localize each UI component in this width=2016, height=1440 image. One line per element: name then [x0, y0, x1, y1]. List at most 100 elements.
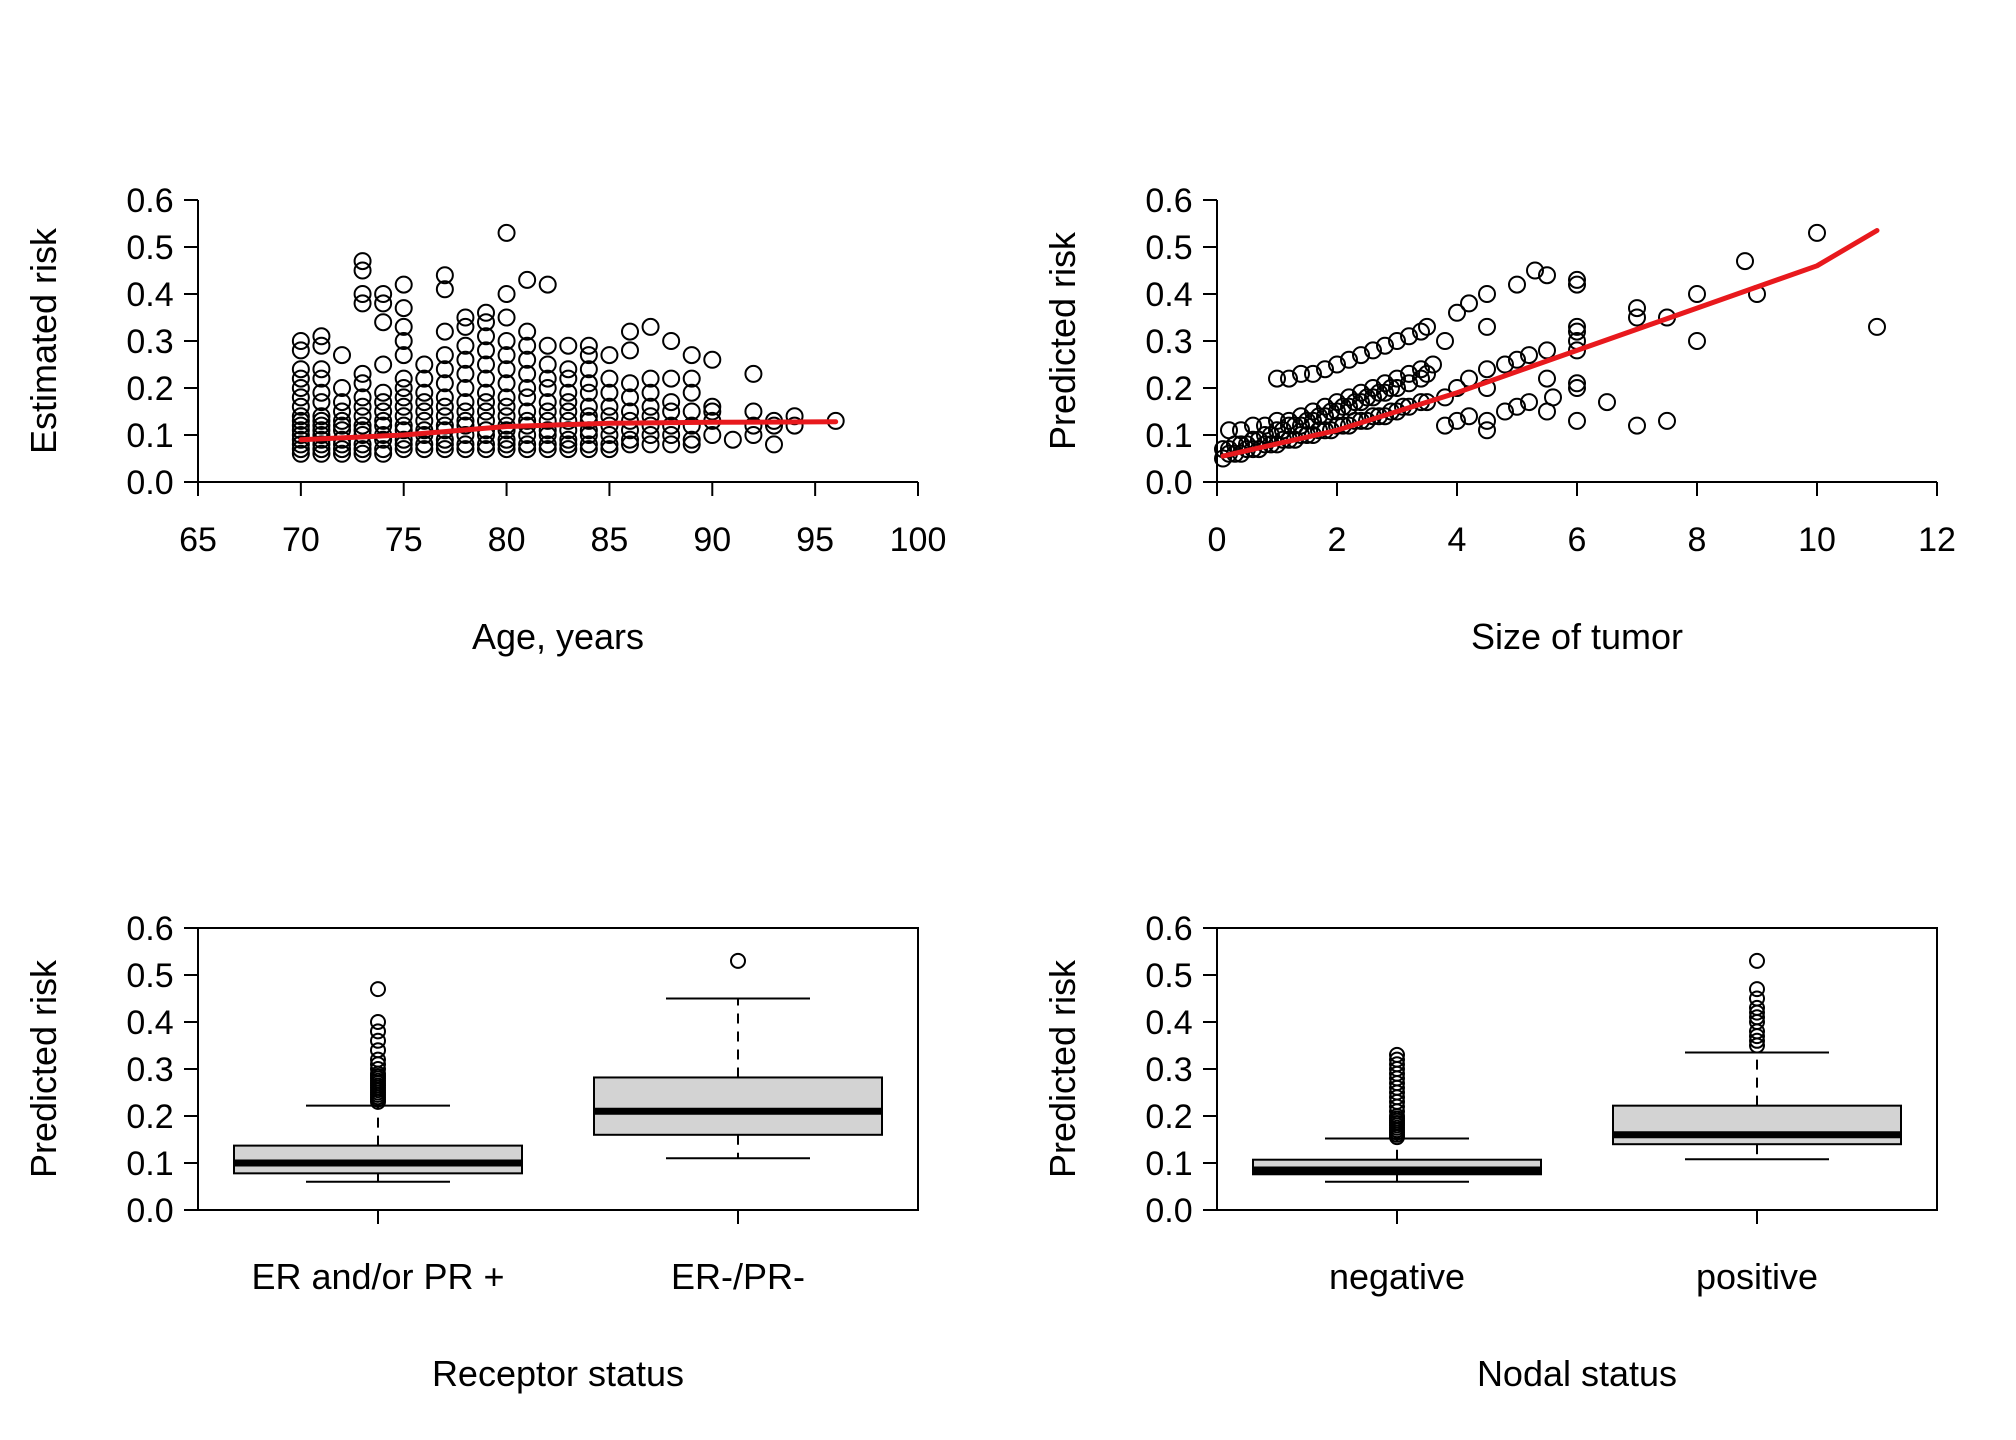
data-point	[1496, 402, 1514, 421]
outlier-point	[370, 1023, 386, 1040]
data-point	[579, 336, 598, 355]
data-point	[291, 407, 310, 426]
data-point	[456, 416, 475, 435]
y-tick-label: 0.1	[126, 1145, 173, 1183]
data-point	[1286, 416, 1304, 435]
data-point	[641, 435, 660, 454]
data-point	[374, 430, 393, 449]
data-point	[703, 426, 722, 444]
data-point	[1448, 411, 1466, 430]
y-tick-label: 0.0	[1145, 1192, 1192, 1230]
y-tick-label: 0.1	[1145, 417, 1192, 455]
data-point	[415, 411, 434, 430]
y-tick-label: 0.6	[126, 910, 173, 948]
data-point	[477, 369, 495, 388]
data-point	[1352, 346, 1370, 365]
y-tick-label: 0.6	[1145, 182, 1192, 220]
data-point	[744, 416, 763, 435]
data-point	[1244, 416, 1262, 435]
data-point	[1382, 379, 1400, 397]
data-point	[1478, 421, 1496, 440]
x-tick-label: 85	[591, 521, 629, 559]
data-point	[1658, 411, 1676, 430]
data-point	[559, 369, 578, 388]
box-1	[593, 952, 883, 1160]
data-point	[394, 407, 413, 426]
y-tick-label: 0.5	[126, 957, 173, 995]
data-point	[1496, 355, 1514, 374]
y-tick-label: 0.3	[1145, 1051, 1192, 1089]
data-point	[353, 388, 372, 407]
x-tick-label: 95	[796, 521, 834, 559]
data-point	[394, 379, 413, 397]
iqr-box	[593, 1076, 883, 1136]
data-point	[333, 346, 351, 365]
data-point	[415, 383, 434, 402]
data-point	[394, 440, 413, 459]
data-point	[662, 426, 681, 444]
data-point	[1316, 397, 1334, 416]
data-point	[1436, 332, 1454, 350]
data-point	[1256, 426, 1274, 444]
data-point	[1568, 322, 1586, 341]
data-point	[291, 435, 310, 454]
data-point	[518, 402, 537, 421]
x-axis-title: Size of tumor	[1471, 616, 1683, 657]
data-point	[456, 308, 475, 327]
data-point	[353, 416, 372, 435]
data-point	[374, 355, 393, 374]
outlier-point	[1749, 952, 1765, 969]
data-point	[312, 444, 331, 463]
data-point	[1868, 317, 1886, 336]
data-point	[1298, 411, 1316, 430]
data-point	[1400, 374, 1418, 393]
data-point	[559, 336, 578, 355]
data-point	[353, 440, 372, 459]
data-point	[456, 440, 475, 459]
data-point	[538, 393, 557, 412]
data-point	[394, 346, 413, 365]
data-point	[291, 369, 310, 388]
data-point	[1508, 350, 1526, 369]
data-point	[1376, 336, 1394, 355]
plot-frame	[197, 927, 919, 1211]
iqr-box	[1612, 1104, 1902, 1146]
data-point	[641, 317, 660, 336]
data-point	[1436, 416, 1454, 435]
data-point	[1808, 223, 1826, 242]
x-tick-label: negative	[1329, 1256, 1465, 1297]
data-point	[538, 355, 557, 374]
data-point	[477, 341, 495, 360]
data-point	[682, 383, 701, 402]
data-point	[682, 416, 701, 435]
x-tick-label: 0	[1208, 521, 1227, 559]
data-point	[621, 341, 639, 360]
data-point	[600, 383, 619, 402]
data-point	[497, 346, 516, 365]
data-point	[1220, 421, 1238, 440]
y-tick-label: 0.5	[126, 229, 173, 267]
y-tick-label: 0.3	[126, 1051, 173, 1089]
data-point	[1688, 332, 1706, 350]
data-point	[477, 313, 495, 332]
x-axis-title: Receptor status	[432, 1353, 684, 1394]
data-point	[559, 402, 578, 421]
data-point	[435, 346, 454, 365]
y-tick-label: 0.2	[1145, 370, 1192, 408]
data-point	[435, 397, 454, 416]
data-point	[415, 393, 434, 412]
data-point	[312, 411, 331, 430]
data-point	[1628, 416, 1646, 435]
outlier-point	[370, 1014, 386, 1030]
data-point	[682, 430, 701, 449]
data-point	[641, 426, 660, 444]
data-point	[394, 430, 413, 449]
data-point	[1376, 374, 1394, 393]
data-point	[1316, 407, 1334, 426]
x-tick-label: 70	[282, 521, 320, 559]
y-axis-title: Predicted risk	[23, 959, 64, 1178]
outlier-point	[370, 1051, 386, 1068]
data-point	[291, 332, 310, 350]
x-tick-label: 100	[890, 521, 947, 559]
